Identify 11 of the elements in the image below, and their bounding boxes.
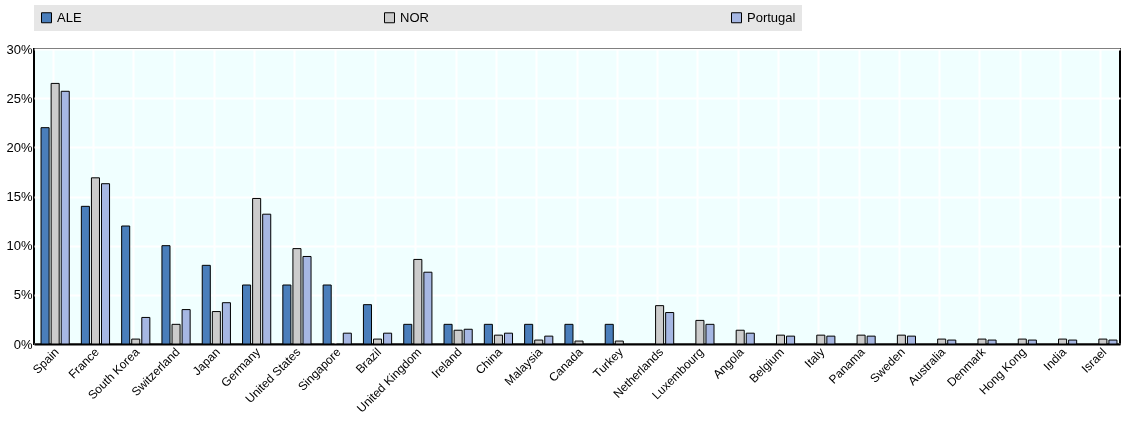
y-tick-label: 20% — [6, 139, 33, 155]
legend-label: NOR — [400, 9, 429, 25]
legend-label: ALE — [57, 9, 82, 25]
y-tick-label: 15% — [6, 189, 33, 204]
x-tick-label: Italy — [801, 345, 828, 371]
y-tick-label: 30% — [6, 41, 33, 57]
y-tick-label: 25% — [6, 90, 33, 106]
y-tick-label: 10% — [6, 238, 33, 254]
y-tick-label: 0% — [13, 336, 33, 352]
legend-label: Portugal — [747, 9, 796, 25]
y-tick-label: 5% — [13, 287, 33, 303]
